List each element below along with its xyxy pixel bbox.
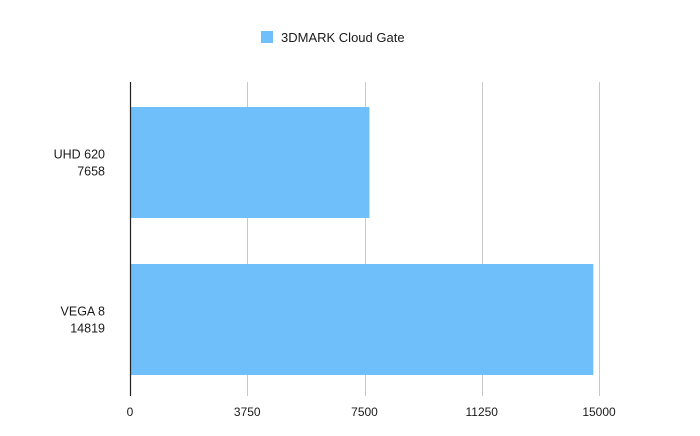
x-tick-label-15000: 15000 [582, 405, 616, 419]
bar-uhd-620 [130, 107, 370, 218]
x-axis-tick-labels: 0 3750 7500 11250 15000 [127, 405, 616, 419]
category-name: VEGA 8 [61, 305, 106, 319]
legend-swatch [261, 31, 273, 43]
x-tick-label-7500: 7500 [351, 405, 378, 419]
category-label-uhd-620: UHD 620 7658 [54, 148, 105, 179]
x-tick-label-3750: 3750 [234, 405, 261, 419]
x-tick-label-0: 0 [127, 405, 134, 419]
legend-label-series-0: 3DMARK Cloud Gate [281, 30, 405, 45]
bars [130, 107, 594, 375]
category-name: UHD 620 [54, 148, 105, 162]
y-axis-category-labels: UHD 620 7658 VEGA 8 14819 [54, 148, 105, 336]
chart-legend: 3DMARK Cloud Gate [261, 30, 405, 45]
bar-vega-8 [130, 264, 594, 375]
category-label-vega-8: VEGA 8 14819 [61, 305, 106, 336]
category-value: 14819 [70, 322, 105, 336]
category-value: 7658 [77, 165, 105, 179]
x-tick-label-11250: 11250 [466, 405, 499, 419]
